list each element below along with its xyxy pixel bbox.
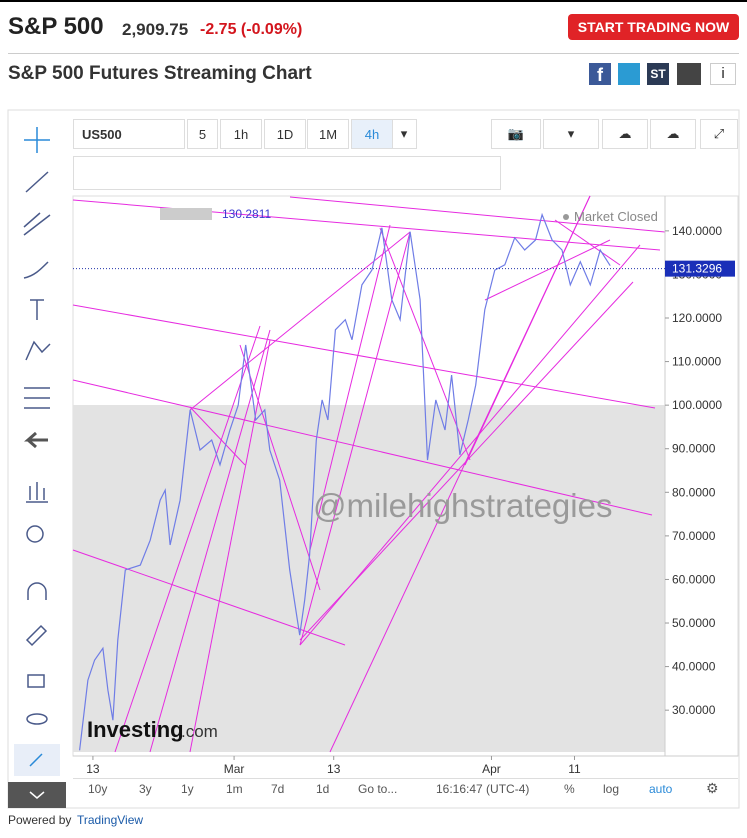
range-button[interactable]: 1y [181,782,194,796]
price-line [79,212,611,751]
log-toggle[interactable]: log [603,782,620,796]
range-button[interactable]: 7d [271,782,285,796]
snapshot-button[interactable]: 📷 [491,119,541,149]
range-button[interactable]: 3y [139,782,152,796]
price: 2,909.75 [122,20,189,39]
last-price-label: 131.3296 [672,262,722,276]
y-tick-label: 60.0000 [672,572,716,586]
legend-buttons[interactable] [160,208,212,220]
range-button[interactable]: 10y [88,782,108,796]
auto-toggle[interactable]: auto [649,782,673,796]
facebook-icon[interactable]: f [589,63,611,85]
goto-button[interactable]: Go to... [358,782,398,796]
top-border [0,0,747,2]
divider [8,53,739,54]
stocktwits-icon[interactable]: ST [647,63,669,85]
settings-button[interactable]: ⚙ [706,780,719,796]
info-icon[interactable]: i [710,63,736,85]
percent-toggle[interactable]: % [564,782,575,796]
x-tick-label: 11 [568,762,581,776]
watermark: @milehighstrategies [313,487,612,524]
y-tick-label: 80.0000 [672,485,716,499]
load-button[interactable]: ☁ [650,119,696,149]
y-tick-label: 70.0000 [672,529,716,543]
interval-menu[interactable]: ▾ [391,119,417,149]
x-tick-label: Mar [224,762,245,776]
twitter-icon[interactable] [618,63,640,85]
change: -2.75 (-0.09%) [200,21,303,38]
trendlines [72,195,666,753]
ticker-input[interactable]: US500 [73,119,185,149]
x-tick-label: 13 [327,762,341,776]
save-button[interactable]: ☁ [602,119,648,149]
footer-bar [73,778,738,803]
shaded-zone [73,405,665,752]
interval-button[interactable]: 1M [307,119,349,149]
widget-border [7,109,740,809]
mail-icon[interactable] [677,63,701,85]
y-tick-label: 110.0000 [672,355,721,369]
y-tick-label: 140.0000 [672,224,722,238]
logo-suffix: .com [181,722,218,741]
y-tick-label: 30.0000 [672,703,716,717]
interval-button[interactable]: 1D [264,119,306,149]
y-tick-label: 120.0000 [672,311,722,325]
logo: Investing [87,717,184,742]
x-tick-label: Apr [482,762,501,776]
y-tick-label: 90.0000 [672,442,716,456]
fullscreen-button[interactable]: ⤢ [700,119,738,149]
y-tick-label: 40.0000 [672,660,716,674]
interval-button[interactable]: 4h [351,119,393,149]
legend-value: 130.2811 [222,207,271,221]
clock: 16:16:47 (UTC-4) [436,782,530,796]
powered-prefix: Powered by [8,813,72,827]
y-tick-label: 100.0000 [672,398,722,412]
last-price-box [665,260,735,277]
interval-button[interactable]: 5 [187,119,218,149]
page-title: S&P 500 Futures Streaming Chart [8,63,312,84]
powered-brand[interactable]: TradingView [77,813,144,827]
range-button[interactable]: 1m [226,782,243,796]
drawing-tools [8,127,66,808]
symbol: S&P 500 [8,13,104,40]
color-button[interactable]: ▾ [543,119,599,149]
tools-bar [73,156,501,190]
range-button[interactable]: 1d [316,782,330,796]
market-status: Market Closed [574,209,658,224]
status-dot [563,214,569,220]
y-tick-label: 50.0000 [672,616,716,630]
interval-button[interactable]: 1h [220,119,262,149]
cta-button[interactable]: START TRADING NOW [568,14,739,40]
x-tick-label: 13 [86,762,100,776]
